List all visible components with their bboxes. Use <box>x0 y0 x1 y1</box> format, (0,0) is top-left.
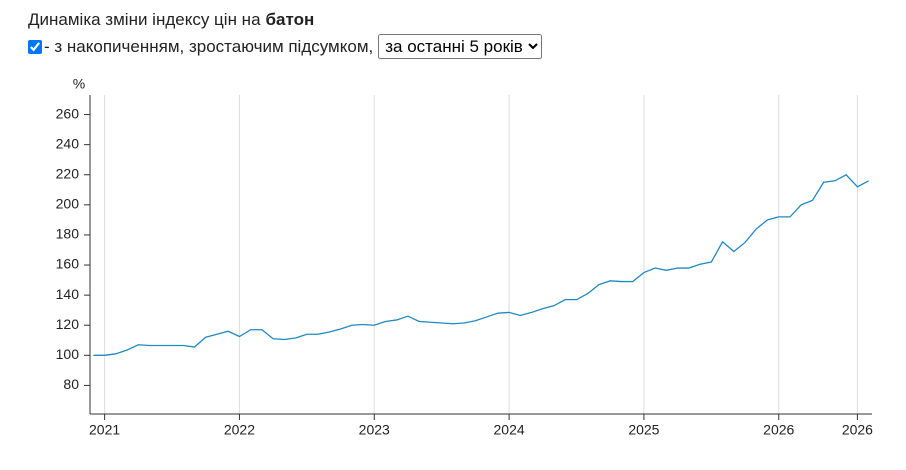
y-tick-label: 100 <box>56 346 80 362</box>
x-tick-label: 2022 <box>224 422 255 438</box>
y-tick-label: 80 <box>63 376 79 392</box>
y-tick-label: 120 <box>56 316 80 332</box>
title: Динаміка зміни індексу цін на батон <box>28 10 542 30</box>
y-tick-label: 140 <box>56 286 80 302</box>
cumulative-checkbox[interactable] <box>28 39 42 54</box>
y-tick-label: 240 <box>56 135 80 151</box>
price-line <box>93 173 869 356</box>
x-tick-label: 2021 <box>89 422 120 438</box>
x-tick-label: 2026 <box>763 422 794 438</box>
y-tick-label: 220 <box>56 165 80 181</box>
x-tick-label: 2024 <box>494 422 525 438</box>
y-tick-label: 260 <box>56 105 80 121</box>
controls: - з накопиченням, зростаючим підсумком, … <box>28 34 543 59</box>
y-tick-label: 200 <box>56 196 80 212</box>
period-select[interactable]: за останні 5 років <box>378 34 543 59</box>
y-axis-label: % <box>73 76 85 92</box>
header: Динаміка зміни індексу цін на батон - з н… <box>28 10 543 59</box>
title-product: батон <box>265 10 315 29</box>
y-tick-label: 180 <box>56 226 80 242</box>
x-tick-label: 2023 <box>359 422 390 438</box>
y-tick-label: 160 <box>56 256 80 272</box>
checkbox-label: - з накопиченням, зростаючим підсумком, <box>44 36 374 56</box>
x-tick-label: 2026 <box>842 422 873 438</box>
title-prefix: Динаміка зміни індексу цін на <box>28 10 261 29</box>
x-tick-label: 2025 <box>628 422 659 438</box>
